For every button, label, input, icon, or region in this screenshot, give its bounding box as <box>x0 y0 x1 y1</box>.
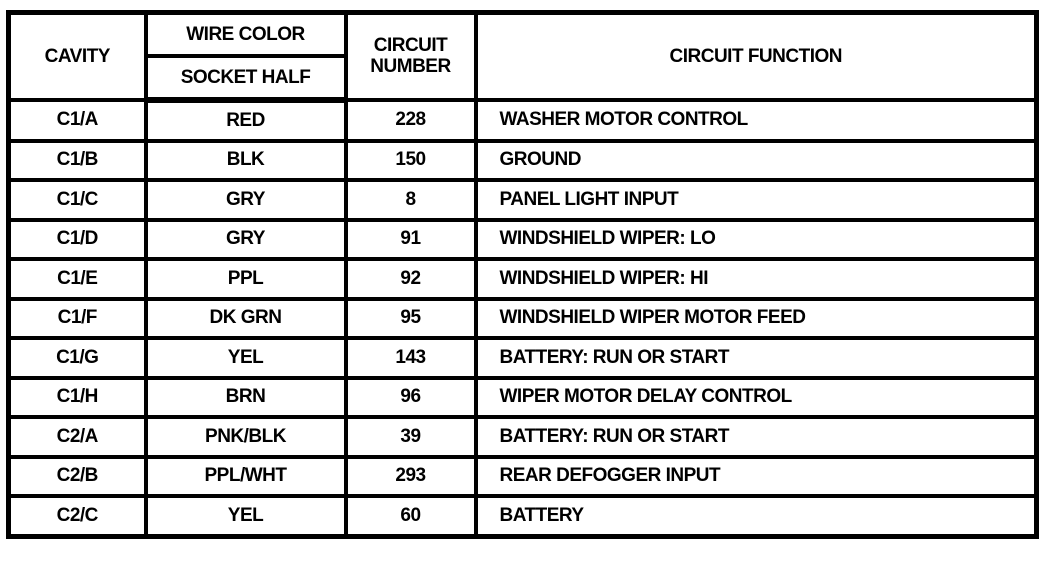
cavity-cell: C1/C <box>6 178 148 222</box>
header-cavity: CAVITY <box>6 10 148 102</box>
table-row: C1/G YEL 143 BATTERY: RUN OR START <box>6 336 1039 380</box>
circuit-number-cell: 143 <box>343 336 478 380</box>
circuit-function-cell: WINDSHIELD WIPER: HI <box>473 257 1039 301</box>
wire-color-cell: GRY <box>143 178 348 222</box>
wire-color-cell: BRN <box>143 375 348 419</box>
circuit-number-cell: 39 <box>343 415 478 459</box>
header-circuit-number: CIRCUIT NUMBER <box>343 10 478 102</box>
wire-color-cell: YEL <box>143 336 348 380</box>
table-row: C1/F DK GRN 95 WINDSHIELD WIPER MOTOR FEED <box>6 296 1039 340</box>
circuit-function-cell: BATTERY: RUN OR START <box>473 415 1039 459</box>
cavity-cell: C1/F <box>6 296 148 340</box>
circuit-number-cell: 91 <box>343 217 478 261</box>
cavity-cell: C1/E <box>6 257 148 301</box>
table-row: C2/A PNK/BLK 39 BATTERY: RUN OR START <box>6 415 1039 459</box>
wire-color-cell: YEL <box>143 494 348 538</box>
cavity-cell: C2/C <box>6 494 148 538</box>
circuit-function-cell: WINDSHIELD WIPER: LO <box>473 217 1039 261</box>
circuit-number-cell: 96 <box>343 375 478 419</box>
circuit-number-cell: 92 <box>343 257 478 301</box>
circuit-number-cell: 228 <box>343 98 478 143</box>
circuit-number-cell: 60 <box>343 494 478 538</box>
cavity-cell: C1/D <box>6 217 148 261</box>
header-socket-half: SOCKET HALF <box>143 54 348 103</box>
cavity-cell: C1/H <box>6 375 148 419</box>
table-row: C2/C YEL 60 BATTERY <box>6 494 1039 538</box>
header-wire-color: WIRE COLOR <box>143 10 348 58</box>
wire-color-cell: BLK <box>143 138 348 182</box>
wire-color-cell: RED <box>143 98 348 143</box>
cavity-cell: C1/G <box>6 336 148 380</box>
cavity-cell: C1/A <box>6 98 148 143</box>
circuit-number-cell: 150 <box>343 138 478 182</box>
table-row: C1/D GRY 91 WINDSHIELD WIPER: LO <box>6 217 1039 261</box>
wire-color-cell: DK GRN <box>143 296 348 340</box>
connector-pinout-table: CAVITY WIRE COLOR CIRCUIT NUMBER CIRCUIT… <box>6 10 1039 539</box>
table-row: C1/C GRY 8 PANEL LIGHT INPUT <box>6 178 1039 222</box>
circuit-function-cell: WIPER MOTOR DELAY CONTROL <box>473 375 1039 419</box>
circuit-function-cell: PANEL LIGHT INPUT <box>473 178 1039 222</box>
circuit-function-cell: WINDSHIELD WIPER MOTOR FEED <box>473 296 1039 340</box>
table-row: C1/B BLK 150 GROUND <box>6 138 1039 182</box>
wire-color-cell: PNK/BLK <box>143 415 348 459</box>
circuit-function-cell: REAR DEFOGGER INPUT <box>473 454 1039 498</box>
table-row: C1/H BRN 96 WIPER MOTOR DELAY CONTROL <box>6 375 1039 419</box>
cavity-cell: C1/B <box>6 138 148 182</box>
circuit-number-cell: 8 <box>343 178 478 222</box>
circuit-function-cell: GROUND <box>473 138 1039 182</box>
circuit-function-cell: BATTERY: RUN OR START <box>473 336 1039 380</box>
circuit-function-cell: BATTERY <box>473 494 1039 538</box>
wire-color-cell: PPL <box>143 257 348 301</box>
header-circuit-function: CIRCUIT FUNCTION <box>473 10 1039 102</box>
table-row: C1/E PPL 92 WINDSHIELD WIPER: HI <box>6 257 1039 301</box>
table-row: C2/B PPL/WHT 293 REAR DEFOGGER INPUT <box>6 454 1039 498</box>
circuit-number-cell: 95 <box>343 296 478 340</box>
wire-color-cell: GRY <box>143 217 348 261</box>
wire-color-cell: PPL/WHT <box>143 454 348 498</box>
table-row: C1/A RED 228 WASHER MOTOR CONTROL <box>6 98 1039 143</box>
circuit-number-cell: 293 <box>343 454 478 498</box>
circuit-function-cell: WASHER MOTOR CONTROL <box>473 98 1039 143</box>
cavity-cell: C2/B <box>6 454 148 498</box>
cavity-cell: C2/A <box>6 415 148 459</box>
